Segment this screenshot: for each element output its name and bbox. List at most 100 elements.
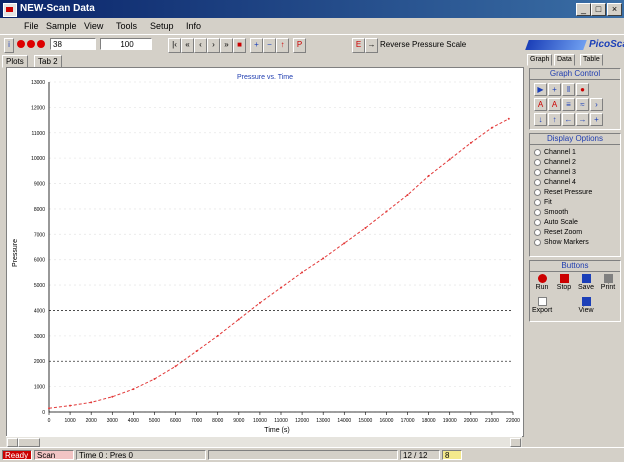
option-reset-pressure[interactable]: Reset Pressure (534, 188, 592, 197)
x-tick-label: 22000 (506, 418, 520, 424)
print-icon[interactable]: P (293, 38, 306, 53)
option-reset-zoom[interactable]: Reset Zoom (534, 228, 582, 237)
minimize-button[interactable]: _ (576, 3, 591, 16)
crosshair-icon[interactable]: + (590, 113, 603, 126)
save-button[interactable]: Save (576, 274, 596, 291)
record-icon[interactable]: ● (576, 83, 589, 96)
right-arrow-icon[interactable]: → (576, 113, 589, 126)
back-icon[interactable]: ‹ (194, 38, 207, 53)
tab-graph[interactable]: Graph (527, 54, 553, 66)
menu-file[interactable]: File (24, 21, 39, 31)
print-label: Print (600, 284, 616, 291)
x-tick-label: 1000 (65, 418, 76, 424)
play-icon[interactable]: ▶ (534, 83, 547, 96)
record-dot-icon[interactable] (27, 40, 35, 48)
horizontal-scrollbar[interactable] (6, 436, 522, 447)
value-field-1[interactable]: 38 (50, 38, 96, 50)
value-field-2[interactable]: 100 (100, 38, 152, 50)
x-tick-label: 16000 (380, 418, 394, 424)
first-icon[interactable]: |‹ (168, 38, 181, 53)
up-icon[interactable]: ↑ (548, 113, 561, 126)
stop-button[interactable]: Stop (554, 274, 574, 291)
plot-tabs: Plots Tab 2 (0, 55, 522, 68)
step-icon[interactable]: + (548, 83, 561, 96)
zoom-out-icon[interactable]: A (548, 98, 561, 111)
data-point (258, 301, 261, 304)
forward-icon[interactable]: › (207, 38, 220, 53)
status-text: Reverse Pressure Scale (380, 40, 467, 49)
option-channel-3[interactable]: Channel 3 (534, 168, 576, 177)
display-options-title: Display Options (530, 134, 620, 145)
scroll-left-icon[interactable] (7, 438, 18, 447)
zoom-icon[interactable]: + (250, 38, 263, 53)
brand-logo-icon (525, 40, 587, 50)
record-dot-icon[interactable] (17, 40, 25, 48)
print-button[interactable]: Print (598, 274, 618, 291)
x-tick-label: 3000 (107, 418, 118, 424)
down-icon[interactable]: ↓ (534, 113, 547, 126)
status-flag: 8 (442, 450, 462, 460)
brand-name: PicoScan (589, 39, 624, 50)
right-icon[interactable]: › (590, 98, 603, 111)
x-tick-label: 10000 (253, 418, 267, 424)
chart-title: Pressure vs. Time (237, 74, 293, 81)
data-point (48, 407, 50, 410)
panel-tabs: Graph Data Table (527, 54, 622, 66)
stop-icon[interactable]: ■ (233, 38, 246, 53)
zoom-in-icon[interactable]: A (534, 98, 547, 111)
close-button[interactable]: × (607, 3, 622, 16)
left-icon[interactable]: ← (562, 113, 575, 126)
option-channel-4[interactable]: Channel 4 (534, 178, 576, 187)
save-label: Save (578, 284, 594, 291)
next-icon[interactable]: » (220, 38, 233, 53)
graph-control-title: Graph Control (530, 69, 620, 80)
zoom-out-icon[interactable]: − (263, 38, 276, 53)
option-channel-2[interactable]: Channel 2 (534, 158, 576, 167)
status-scan: Scan (34, 450, 74, 460)
y-tick-label: 6000 (34, 258, 45, 264)
option-channel-1[interactable]: Channel 1 (534, 148, 576, 157)
scale-icon[interactable]: E (352, 38, 365, 53)
arrow-icon[interactable]: → (365, 38, 378, 53)
data-point (406, 193, 409, 196)
export-button[interactable]: Export (532, 297, 552, 314)
status-empty (208, 450, 398, 460)
menu-view[interactable]: View (84, 21, 104, 31)
data-point (490, 126, 493, 129)
menu-info[interactable]: Info (186, 21, 202, 31)
y-tick-label: 3000 (34, 334, 45, 340)
graph-control-group: Graph Control ▶ + ‖ ● A A ≡ ≈ › ↓ ↑ ← → … (529, 68, 621, 130)
pause-icon[interactable]: ‖ (562, 83, 575, 96)
tab-table[interactable]: Table (580, 54, 603, 66)
y-tick-label: 4000 (34, 308, 45, 314)
menu-setup[interactable]: Setup (150, 21, 174, 31)
hand-icon[interactable]: ≈ (576, 98, 589, 111)
data-point (322, 257, 325, 260)
data-point (343, 242, 346, 245)
record-dot-icon[interactable] (37, 40, 45, 48)
x-tick-label: 4000 (128, 418, 139, 424)
option-show-markers[interactable]: Show Markers (534, 238, 589, 247)
toolbar: i 38 100 |‹ « ‹ › » ■ + − ↑ P E → Revers… (0, 34, 624, 55)
prev-icon[interactable]: « (181, 38, 194, 53)
maximize-button[interactable]: □ (591, 3, 606, 16)
view-button[interactable]: View (576, 297, 596, 314)
status-bar: Ready Scan Time 0 : Pres 0 12 / 12 8 (0, 447, 624, 462)
tab-data[interactable]: Data (554, 54, 575, 66)
info-icon[interactable]: i (4, 38, 14, 53)
option-auto-scale[interactable]: Auto Scale (534, 218, 578, 227)
scroll-right-icon[interactable] (510, 438, 521, 447)
menu-sample[interactable]: Sample (46, 21, 77, 31)
menu-tools[interactable]: Tools (116, 21, 138, 31)
x-tick-label: 17000 (401, 418, 415, 424)
marker-icon[interactable]: ↑ (276, 38, 289, 53)
run-button[interactable]: Run (532, 274, 552, 291)
scroll-thumb[interactable] (18, 438, 40, 447)
x-tick-label: 6000 (170, 418, 181, 424)
data-point (69, 404, 72, 407)
option-smooth[interactable]: Smooth (534, 208, 568, 217)
fit-icon[interactable]: ≡ (562, 98, 575, 111)
plot-area[interactable]: Pressure vs. Time Time (s) Pressure 0 100… (6, 67, 524, 437)
option-fit[interactable]: Fit (534, 198, 552, 207)
pressure-chart[interactable]: Pressure vs. Time Time (s) Pressure 0 100… (7, 68, 523, 436)
